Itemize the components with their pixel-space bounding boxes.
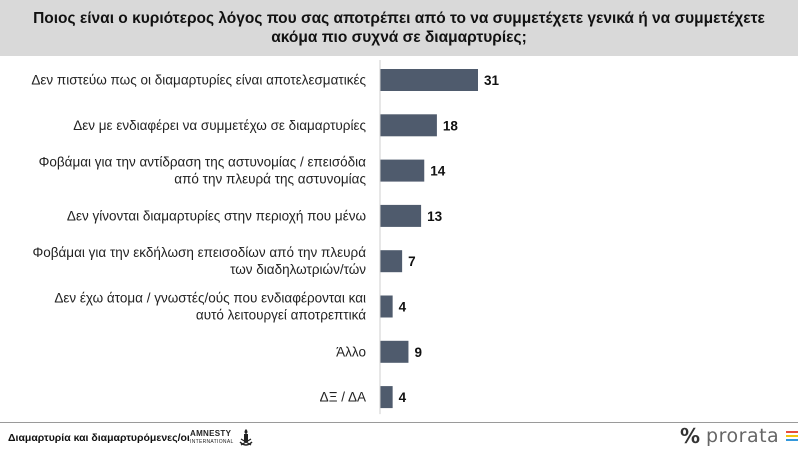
brand-name: prorata — [706, 425, 780, 447]
bar-4 — [380, 204, 422, 227]
category-label-2: Δεν με ενδιαφέρει να συμμετέχω σε διαμαρ… — [73, 118, 366, 133]
percent-icon: % — [680, 424, 701, 448]
footer-caption: Διαμαρτυρία και διαμαρτυρόμενες/οι — [8, 432, 190, 444]
value-label-2: 18 — [443, 118, 459, 133]
category-label-6-line-2: αυτό λειτουργεί αποτρεπτικά — [196, 308, 366, 323]
bar-chart: 31 Δεν πιστεύω πως οι διαμαρτυρίες είναι … — [31, 60, 500, 415]
category-label-5-line-1: Φοβάμαι για την εκδήλωση επεισοδίων από … — [32, 245, 366, 260]
category-label-3-line-2: από την πλευρά της αστυνομίας — [174, 172, 366, 187]
value-label-6: 4 — [399, 300, 407, 315]
category-label-6-line-1: Δεν έχω άτομα / γνωστές/ούς που ενδιαφέρ… — [54, 291, 366, 306]
bar-5 — [380, 250, 403, 273]
category-label-4: Δεν γίνονται διαμαρτυρίες στην περιοχή π… — [67, 208, 366, 223]
category-label-8: ΔΞ / ΔΑ — [320, 390, 366, 405]
amnesty-line2: INTERNATIONAL — [190, 439, 234, 445]
category-label-5-line-2: των διαδηλωτριών/τών — [230, 262, 366, 277]
amnesty-wordmark: AMNESTY INTERNATIONAL — [190, 430, 234, 446]
brand-bars-icon — [786, 431, 798, 441]
category-label-7: Άλλο — [336, 344, 366, 359]
value-label-1: 31 — [484, 73, 500, 88]
bar-2 — [380, 114, 437, 137]
value-label-3: 14 — [430, 164, 446, 179]
title-bar: Ποιος είναι ο κυριότερος λόγος που σας α… — [0, 0, 798, 56]
value-label-5: 7 — [408, 254, 416, 269]
bar-6 — [380, 295, 393, 318]
bar-7 — [380, 340, 409, 363]
bar-8 — [380, 386, 393, 409]
bar-1 — [380, 69, 478, 91]
bar-3 — [380, 159, 425, 182]
value-label-7: 9 — [414, 345, 422, 360]
category-label-1: Δεν πιστεύω πως οι διαμαρτυρίες είναι απ… — [31, 73, 366, 88]
value-label-8: 4 — [399, 390, 407, 405]
category-label-3-line-1: Φοβάμαι για την αντίδραση της αστυνομίας… — [39, 155, 367, 170]
prorata-logo: % prorata — [680, 424, 798, 448]
candle-icon — [239, 429, 253, 446]
footer-divider — [0, 422, 798, 423]
amnesty-logo: AMNESTY INTERNATIONAL — [190, 428, 253, 448]
amnesty-line1: AMNESTY — [190, 429, 232, 438]
chart-title: Ποιος είναι ο κυριότερος λόγος που σας α… — [33, 10, 765, 46]
value-label-4: 13 — [427, 209, 443, 224]
